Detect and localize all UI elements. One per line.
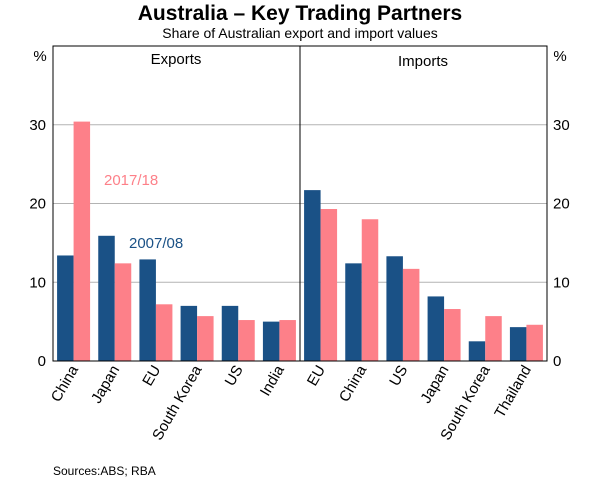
bar: [444, 309, 461, 361]
y-tick-label-right: 20: [553, 196, 570, 213]
y-unit-right: %: [553, 48, 566, 65]
category-label: China: [48, 362, 83, 405]
bar: [345, 263, 362, 361]
y-tick-label-left: 20: [29, 196, 46, 213]
bar: [98, 235, 115, 361]
category-label: US: [386, 363, 411, 390]
panel-title-imports: Imports: [398, 53, 448, 70]
category-label: EU: [304, 363, 329, 390]
series-label-2007-08: 2007/08: [129, 235, 183, 252]
bar: [114, 263, 132, 361]
bar: [57, 255, 74, 361]
bar: [320, 209, 338, 361]
bars: [57, 121, 543, 361]
bar: [180, 305, 198, 361]
y-tick-label-right: 10: [553, 274, 570, 291]
bar: [386, 256, 403, 361]
y-tick-label-left: 10: [29, 274, 46, 291]
bar: [262, 321, 280, 361]
bar: [221, 305, 239, 361]
bar: [238, 320, 255, 361]
chart-title: Australia – Key Trading Partners: [138, 2, 462, 25]
bar: [73, 121, 91, 361]
category-label: US: [222, 363, 247, 390]
bar: [526, 324, 543, 361]
y-tick-label-left: 0: [38, 353, 46, 370]
bar: [402, 268, 420, 361]
category-label: China: [336, 362, 371, 405]
category-label: Japan: [417, 363, 452, 407]
category-label: Thailand: [491, 363, 534, 421]
category-label: Japan: [88, 363, 123, 407]
category-label: EU: [139, 363, 164, 390]
bar: [485, 316, 502, 361]
bar: [427, 296, 445, 361]
chart-subtitle: Share of Australian export and import va…: [162, 25, 438, 41]
bar: [279, 320, 296, 361]
bar: [468, 341, 486, 361]
category-label: India: [257, 362, 288, 399]
y-tick-label-left: 30: [29, 117, 46, 134]
y-tick-label-right: 30: [553, 117, 570, 134]
y-tick-label-right: 0: [553, 353, 561, 370]
series-label-2017-18: 2017/18: [104, 172, 158, 189]
source-note: Sources:ABS; RBA: [53, 464, 156, 478]
bar: [155, 304, 173, 361]
axis-labels: 0 0 10 10 20 20 30 30: [29, 117, 569, 370]
bar: [509, 327, 527, 361]
bar: [304, 190, 321, 361]
bar: [197, 316, 214, 361]
bar: [139, 259, 156, 361]
y-unit-left: %: [33, 48, 46, 65]
panel-title-exports: Exports: [151, 51, 202, 68]
bar: [361, 219, 379, 361]
